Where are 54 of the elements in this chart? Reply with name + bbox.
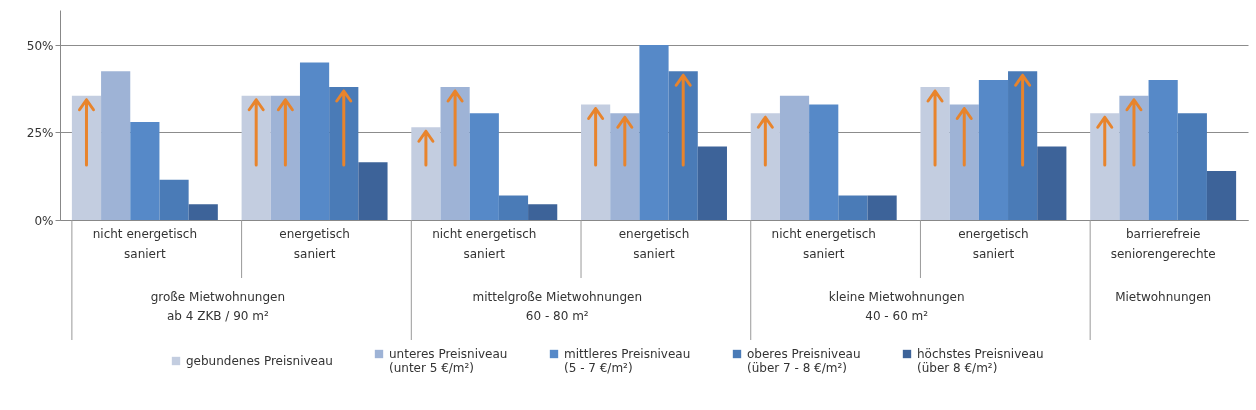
- bar: [188, 204, 218, 220]
- x-tick-label: energetisch saniert: [958, 226, 1029, 261]
- bar: [1037, 146, 1067, 220]
- bar: [639, 45, 669, 220]
- bar: [469, 113, 499, 220]
- bar: [697, 146, 727, 220]
- text: große Mietwohnungen ab 4 ZKB / 90 m²: [150, 290, 286, 323]
- bar: [920, 87, 950, 220]
- text: Mietwohnungen: [1115, 290, 1212, 304]
- bar: [299, 62, 330, 220]
- legend-label: oberes Preisniveau (über 7 - 8 €/m²): [747, 347, 861, 375]
- y-tick-label: 0%: [34, 213, 54, 228]
- x-tick-label: nicht energetisch saniert: [92, 226, 197, 261]
- y-tick-label: 25%: [26, 126, 54, 140]
- text: mittelgroße Mietwohnungen 60 - 80 m²: [472, 290, 643, 323]
- legend-label: höchstes Preisniveau (über 8 €/m²): [917, 347, 1044, 375]
- bar: [440, 87, 470, 220]
- bar: [329, 87, 359, 220]
- x-tick-label: nicht energetisch saniert: [771, 226, 876, 261]
- x-tick-label: energetisch saniert: [618, 226, 690, 261]
- bar: [411, 127, 441, 220]
- bar: [610, 113, 640, 220]
- bar: [101, 71, 131, 220]
- bar: [130, 122, 160, 220]
- x-tick-label: nicht energetisch saniert: [432, 226, 537, 261]
- bar: [159, 179, 189, 220]
- bar: [750, 113, 780, 220]
- bar: [358, 162, 388, 220]
- bar: [270, 95, 300, 220]
- bar: [1206, 171, 1237, 220]
- bar: [581, 104, 611, 220]
- bar: [809, 104, 839, 220]
- bar: [1008, 71, 1038, 220]
- bar: [241, 95, 271, 220]
- bar: [1177, 113, 1207, 220]
- legend-label: mittleres Preisniveau (5 - 7 €/m²): [564, 347, 691, 375]
- bar: [528, 204, 558, 220]
- bar: [1090, 113, 1120, 220]
- bar: [978, 80, 1009, 220]
- bar: [498, 195, 529, 220]
- bar: [779, 95, 810, 220]
- bar: [71, 95, 102, 220]
- x-tick-label: barrierefreie seniorengerechte: [1110, 226, 1216, 261]
- bar: [1119, 95, 1149, 220]
- bar: [838, 195, 868, 220]
- y-tick-label: 50%: [26, 38, 54, 53]
- bar: [668, 71, 698, 220]
- bar: [1148, 80, 1178, 220]
- bar: [949, 104, 979, 220]
- bar: [867, 195, 897, 220]
- legend-label: gebundenes Preisniveau: [186, 354, 333, 368]
- legend-label: unteres Preisniveau (unter 5 €/m²): [389, 347, 508, 375]
- x-tick-label: energetisch saniert: [279, 226, 350, 261]
- text: kleine Mietwohnungen 40 - 60 m²: [828, 290, 965, 323]
